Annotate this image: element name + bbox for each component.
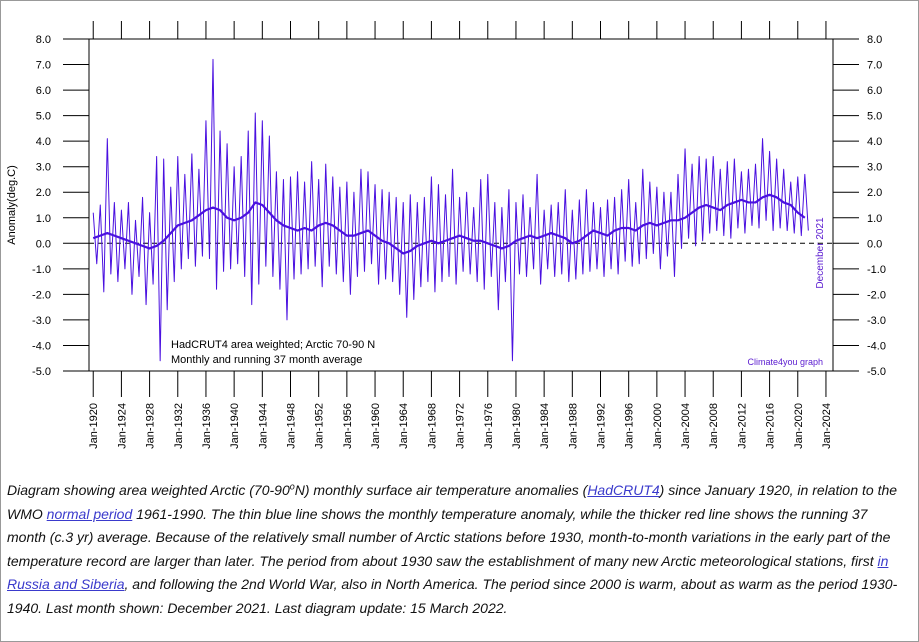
- y-tick-label: 1.0: [36, 213, 51, 225]
- series-line: [92, 193, 806, 255]
- caption-text: N) monthly surface air temperature anoma…: [294, 482, 588, 498]
- x-tick-label: Jan-1964: [398, 403, 410, 449]
- series-line: [92, 58, 809, 362]
- y-tick-label: -3.0: [32, 315, 51, 327]
- y2-tick-label: 0.0: [867, 238, 882, 250]
- y2-tick-label: -1.0: [867, 264, 886, 276]
- x-tick-label: Jan-2012: [736, 403, 748, 449]
- plot-frame: [88, 38, 834, 372]
- x-tick-label: Jan-1924: [116, 403, 128, 449]
- x-tick-label: Jan-1976: [483, 403, 495, 449]
- y-tick-label: 0.0: [36, 238, 51, 250]
- y-tick-label: -5.0: [32, 366, 51, 378]
- y-tick-label: 4.0: [36, 136, 51, 148]
- x-tick-label: Jan-1936: [201, 403, 213, 449]
- y2-tick-label: -4.0: [867, 340, 886, 352]
- y-tick-label: -2.0: [32, 289, 51, 301]
- caption-text: 1961-1990. The thin blue line shows the …: [7, 505, 891, 569]
- y-tick-label: 8.0: [36, 34, 51, 46]
- x-tick-label: Jan-1948: [286, 403, 298, 449]
- y-tick-label: 5.0: [36, 111, 51, 123]
- y-tick-label: 2.0: [36, 187, 51, 199]
- x-tick-label: Jan-2008: [708, 403, 720, 449]
- x-tick-label: Jan-2024: [821, 403, 833, 449]
- y-tick-label: 6.0: [36, 85, 51, 97]
- x-tick-label: Jan-1940: [229, 403, 241, 449]
- caption: Diagram showing area weighted Arctic (70…: [7, 479, 907, 621]
- y-tick-label: -4.0: [32, 340, 51, 352]
- y-tick-label: 7.0: [36, 60, 51, 72]
- x-tick-label: Jan-1960: [370, 403, 382, 449]
- y-axis-label: Anomaly(deg.C): [6, 165, 18, 244]
- x-tick-label: Jan-2000: [652, 403, 664, 449]
- x-tick-label: Jan-2016: [765, 403, 777, 449]
- x-tick-label: Jan-1932: [173, 403, 185, 449]
- y2-tick-label: -2.0: [867, 289, 886, 301]
- y2-tick-label: 1.0: [867, 213, 882, 225]
- x-tick-label: Jan-1944: [257, 403, 269, 449]
- caption-link[interactable]: normal period: [46, 505, 133, 522]
- y-tick-label: 3.0: [36, 162, 51, 174]
- caption-text: ) since January 1920, in relation to the…: [7, 482, 898, 522]
- y2-tick-label: 6.0: [867, 85, 882, 97]
- y2-tick-label: 7.0: [867, 60, 882, 72]
- x-tick-label: Jan-1920: [88, 403, 100, 449]
- annotation: Monthly and running 37 month average: [171, 354, 362, 366]
- y2-tick-label: 8.0: [867, 34, 882, 46]
- x-tick-label: Jan-2004: [680, 403, 692, 449]
- caption-text: , and following the 2nd World War, also …: [7, 576, 898, 616]
- x-tick-label: Jan-1996: [624, 403, 636, 449]
- annotation: HadCRUT4 area weighted; Arctic 70-90 N: [171, 339, 375, 351]
- y-tick-label: -1.0: [32, 264, 51, 276]
- x-tick-label: Jan-1968: [426, 403, 438, 449]
- x-tick-label: Jan-1952: [314, 403, 326, 449]
- x-tick-label: Jan-1972: [455, 403, 467, 449]
- y2-tick-label: -3.0: [867, 315, 886, 327]
- y2-tick-label: -5.0: [867, 366, 886, 378]
- credit: Climate4you graph: [747, 357, 823, 367]
- last-month-label: December 2021: [815, 217, 826, 289]
- x-tick-label: Jan-1992: [596, 403, 608, 449]
- x-tick-label: Jan-1956: [342, 403, 354, 449]
- y2-tick-label: 4.0: [867, 136, 882, 148]
- x-tick-label: Jan-1980: [511, 403, 523, 449]
- caption-text: Diagram showing area weighted Arctic (70…: [7, 482, 290, 498]
- chart: Anomaly(deg.C) HadCRUT4 area weighted; A…: [6, 21, 886, 449]
- y2-tick-label: 2.0: [867, 187, 882, 199]
- x-tick-label: Jan-2020: [793, 403, 805, 449]
- x-tick-label: Jan-1984: [539, 403, 551, 449]
- caption-text: o: [289, 481, 295, 492]
- y2-tick-label: 3.0: [867, 162, 882, 174]
- x-tick-label: Jan-1928: [145, 403, 157, 449]
- y2-tick-label: 5.0: [867, 111, 882, 123]
- caption-link[interactable]: HadCRUT4: [587, 482, 660, 498]
- caption-link[interactable]: in Russia and Siberia: [7, 552, 889, 593]
- x-tick-label: Jan-1988: [567, 403, 579, 449]
